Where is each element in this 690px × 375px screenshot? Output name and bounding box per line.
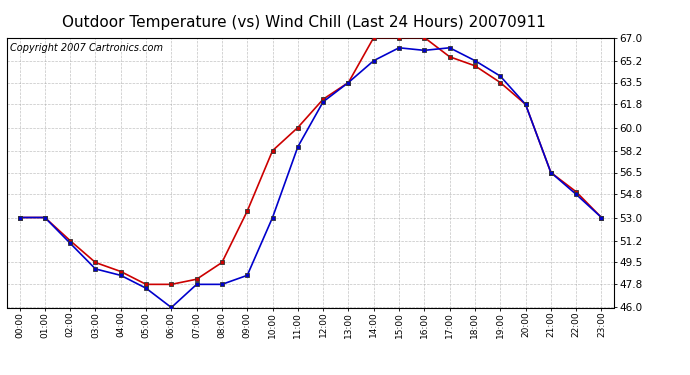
Text: Outdoor Temperature (vs) Wind Chill (Last 24 Hours) 20070911: Outdoor Temperature (vs) Wind Chill (Las… xyxy=(61,15,546,30)
Text: Copyright 2007 Cartronics.com: Copyright 2007 Cartronics.com xyxy=(10,43,163,53)
